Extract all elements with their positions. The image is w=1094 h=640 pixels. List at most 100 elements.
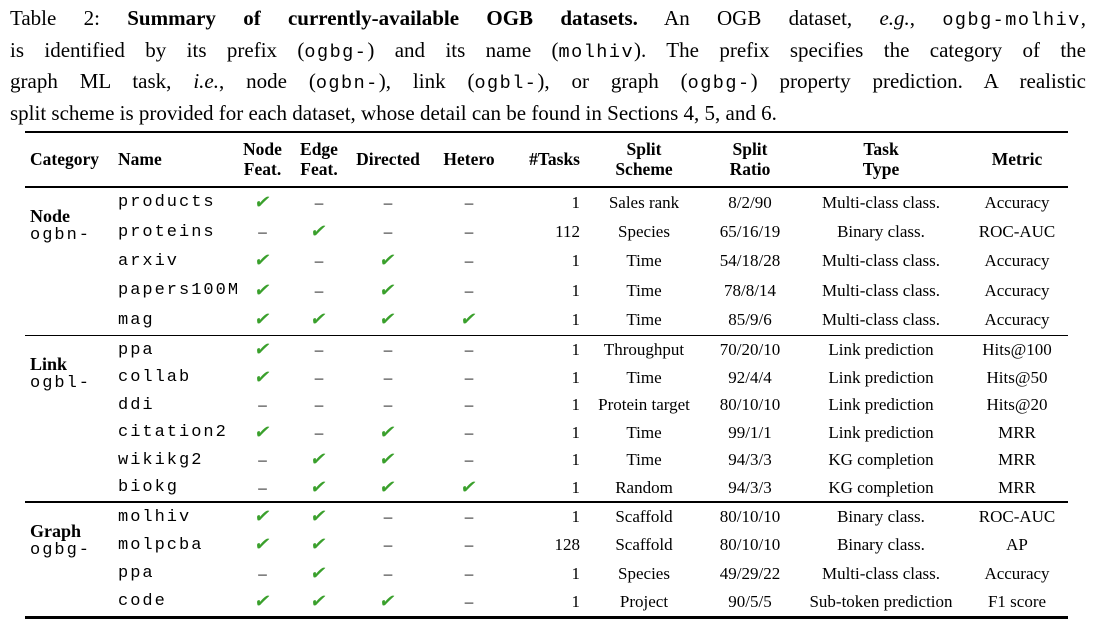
table-row: collab ✔ – – – 1 Time 92/4/4 Link prediction Hits… [110,364,1068,392]
check-icon: ✔ [378,250,398,272]
hetero-cell: – [428,450,510,470]
edge-feat-cell: ✔ [290,221,348,242]
dash-icon: – [314,340,324,360]
dash-icon: – [464,340,474,360]
section-rows: products ✔ – – – 1 Sales rank 8/2/90 Multi-class… [110,188,1068,335]
col-header-split-scheme: Split Scheme [615,138,673,179]
dash-icon: – [464,591,474,611]
node-feat-cell: ✔ [235,309,290,330]
task-type-cell: Link prediction [828,422,934,442]
hetero-cell: – [428,535,510,555]
directed-cell: – [348,368,428,388]
check-icon: ✔ [378,421,398,443]
task-type-cell: Multi-class class. [821,563,941,583]
dash-icon: – [383,222,393,242]
table-row: ddi – – – – 1 Protein target 80/10/10 Link predi… [110,391,1068,419]
task-type-cell: Link prediction [828,395,934,415]
col-header-node-feat: Node Feat. [243,138,282,179]
table-section-node: Node ogbn-products ✔ – – – 1 Sales rank 8/2/90 Mu… [25,188,1068,335]
category-cell: Node ogbn- [25,188,110,335]
dash-icon: – [383,395,393,415]
dash-icon: – [314,422,324,442]
directed-cell: ✔ [348,279,428,301]
num-tasks-cell: 1 [571,507,581,527]
split-scheme-cell: Time [626,251,662,271]
table-row: code ✔ ✔ ✔ – 1 Project 90/5/5 Sub-token predicti… [110,588,1068,616]
dataset-name: collab [118,368,192,388]
node-feat-cell: ✔ [235,591,290,612]
edge-feat-cell: ✔ [290,590,348,612]
num-tasks-cell: 1 [571,251,581,271]
caption-text: split scheme is provided for each datase… [10,100,777,125]
caption-text: graph ML task, [10,69,194,94]
dataset-name: proteins [118,222,216,242]
check-icon: ✔ [252,279,273,301]
category-prefix: ogbg- [30,540,92,560]
section-divider-rule [25,334,1068,337]
dataset-name: papers100M [118,281,241,301]
edge-feat-cell: ✔ [290,534,348,555]
caption-code-text: ogbg-molhiv [942,10,1081,31]
table-row: wikikg2 – ✔ ✔ – 1 Time 94/3/3 KG completion MRR [110,446,1068,474]
task-type-cell: Multi-class class. [821,280,941,300]
dash-icon: – [314,280,324,300]
dash-icon: – [383,535,393,555]
check-icon: ✔ [378,476,398,498]
hetero-cell: ✔ [428,477,510,498]
node-feat-cell: ✔ [235,422,290,443]
dataset-name: ppa [118,340,155,360]
category-prefix: ogbl- [30,374,92,394]
split-scheme-cell: Species [618,222,670,242]
caption-text: An OGB dataset, [637,6,880,30]
task-type-cell: KG completion [828,450,934,470]
check-icon: ✔ [252,339,273,361]
table-row: molhiv ✔ ✔ – – 1 Scaffold 80/10/10 Binary class.… [110,503,1068,531]
task-type-cell: Link prediction [828,340,934,360]
col-header-metric: Metric [991,148,1043,169]
dataset-name: molhiv [118,507,192,527]
caption-text: ), link ( [378,69,475,94]
caption-text: Table 2: [10,6,128,30]
metric-cell: MRR [998,422,1036,442]
split-scheme-cell: Protein target [598,395,690,415]
edge-feat-cell: ✔ [290,563,348,584]
metric-cell: Accuracy [984,251,1050,271]
split-scheme-cell: Random [615,477,673,497]
task-type-cell: Link prediction [828,367,934,387]
caption-text: i.e. [193,69,219,94]
num-tasks-cell: 1 [571,340,581,360]
hetero-cell: – [428,507,510,527]
category-cell: Link ogbl- [25,336,110,501]
caption-text: e.g. [879,6,910,30]
table-section-graph: Graph ogbg-molhiv ✔ ✔ – – 1 Scaffold 80/10/10 Bin… [25,503,1068,616]
num-tasks-cell: 1 [571,367,581,387]
hetero-cell: – [428,395,510,415]
directed-cell: – [348,535,428,555]
directed-cell: ✔ [348,250,428,272]
split-ratio-cell: 65/16/19 [719,222,781,242]
check-icon: ✔ [252,250,273,272]
metric-cell: ROC-AUC [978,507,1056,527]
check-icon: ✔ [309,590,329,612]
check-icon: ✔ [309,309,329,331]
col-header-edge-feat: Edge Feat. [300,138,338,179]
check-icon: ✔ [378,449,398,471]
split-ratio-cell: 8/2/90 [728,192,772,212]
caption-text: Summary of currently-available OGB datas… [127,6,638,30]
num-tasks-cell: 112 [555,222,580,242]
check-icon: ✔ [309,449,329,471]
hetero-cell: – [428,222,510,242]
caption-text: , node ( [218,69,316,94]
check-icon: ✔ [252,366,273,388]
check-icon: ✔ [378,279,398,301]
col-header-task-type: Task Type [862,138,900,179]
node-feat-cell: ✔ [235,279,290,301]
directed-cell: – [348,222,428,242]
task-type-cell: Multi-class class. [821,251,941,271]
hetero-cell: – [428,423,510,443]
check-icon: ✔ [459,309,479,331]
hetero-cell: – [428,281,510,301]
dash-icon: – [464,422,474,442]
col-header-tasks: #Tasks [529,148,580,169]
dash-icon: – [314,251,324,271]
